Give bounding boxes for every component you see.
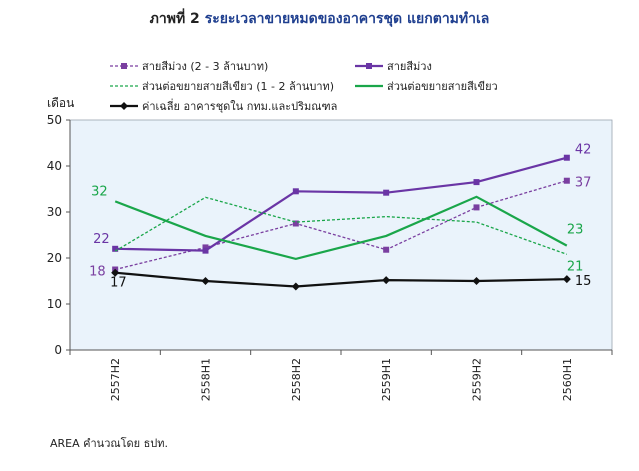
x-tick-label: 2557H2 bbox=[109, 358, 122, 401]
y-axis-label: เดือน bbox=[47, 96, 74, 110]
y-tick-label: 0 bbox=[54, 343, 62, 357]
data-label: 15 bbox=[575, 274, 592, 289]
data-label: 37 bbox=[575, 176, 592, 191]
data-label: 22 bbox=[93, 232, 110, 247]
x-tick-label: 2559H1 bbox=[380, 358, 393, 401]
data-point bbox=[292, 188, 299, 195]
data-label: 42 bbox=[575, 143, 592, 158]
data-point bbox=[383, 246, 390, 253]
y-tick-label: 40 bbox=[47, 159, 62, 173]
data-point bbox=[473, 179, 480, 186]
data-point bbox=[382, 276, 391, 285]
data-point bbox=[562, 275, 571, 284]
y-tick-label: 30 bbox=[47, 205, 62, 219]
x-tick-label: 2560H1 bbox=[561, 358, 574, 401]
data-label: 18 bbox=[89, 265, 106, 280]
series-line bbox=[114, 196, 568, 255]
legend-label: ส่วนต่อขยายสายสีเขียว (1 - 2 ล้านบาท) bbox=[142, 80, 334, 93]
data-point bbox=[202, 244, 209, 251]
data-point bbox=[292, 220, 299, 227]
y-tick-label: 10 bbox=[47, 297, 62, 311]
legend-label: ส่วนต่อขยายสายสีเขียว bbox=[387, 80, 498, 93]
source-note: AREA คำนวณโดย ธปท. bbox=[50, 437, 169, 450]
legend-marker bbox=[120, 102, 128, 110]
data-point bbox=[383, 189, 390, 196]
data-point bbox=[563, 177, 570, 184]
data-label: 17 bbox=[110, 276, 127, 291]
series-line bbox=[115, 156, 568, 252]
y-tick-label: 50 bbox=[47, 113, 62, 127]
plot-area bbox=[69, 119, 613, 351]
data-label: 23 bbox=[567, 223, 584, 238]
legend-marker bbox=[366, 63, 372, 69]
legend-label: สายสีม่วง bbox=[387, 60, 432, 73]
data-label: 21 bbox=[567, 259, 584, 274]
x-tick-label: 2558H2 bbox=[290, 358, 303, 401]
data-point bbox=[111, 268, 120, 277]
series-line bbox=[115, 271, 567, 288]
legend-marker bbox=[121, 63, 127, 69]
data-point bbox=[201, 277, 210, 285]
data-point bbox=[202, 247, 209, 254]
data-point bbox=[112, 245, 119, 252]
series-line bbox=[114, 195, 568, 261]
chart-title: ภาพที่ 2 ระยะเวลาขายหมดของอาคารชุด แยกตา… bbox=[0, 8, 639, 30]
data-point bbox=[473, 204, 480, 211]
figure-title: ระยะเวลาขายหมดของอาคารชุด แยกตามทำเล bbox=[204, 11, 490, 27]
data-point bbox=[563, 154, 570, 161]
y-tick-label: 20 bbox=[47, 251, 62, 265]
data-point bbox=[472, 277, 481, 285]
x-tick-label: 2558H1 bbox=[200, 358, 213, 401]
data-point bbox=[291, 282, 300, 291]
x-tick-label: 2559H2 bbox=[471, 358, 484, 401]
figure-number: ภาพที่ 2 bbox=[149, 11, 200, 27]
legend-label: สายสีม่วง (2 - 3 ล้านบาท) bbox=[142, 60, 268, 73]
data-label: 32 bbox=[91, 184, 108, 199]
legend-label: ค่าเฉลี่ย อาคารชุดใน กทม.และปริมณฑล bbox=[142, 98, 337, 113]
